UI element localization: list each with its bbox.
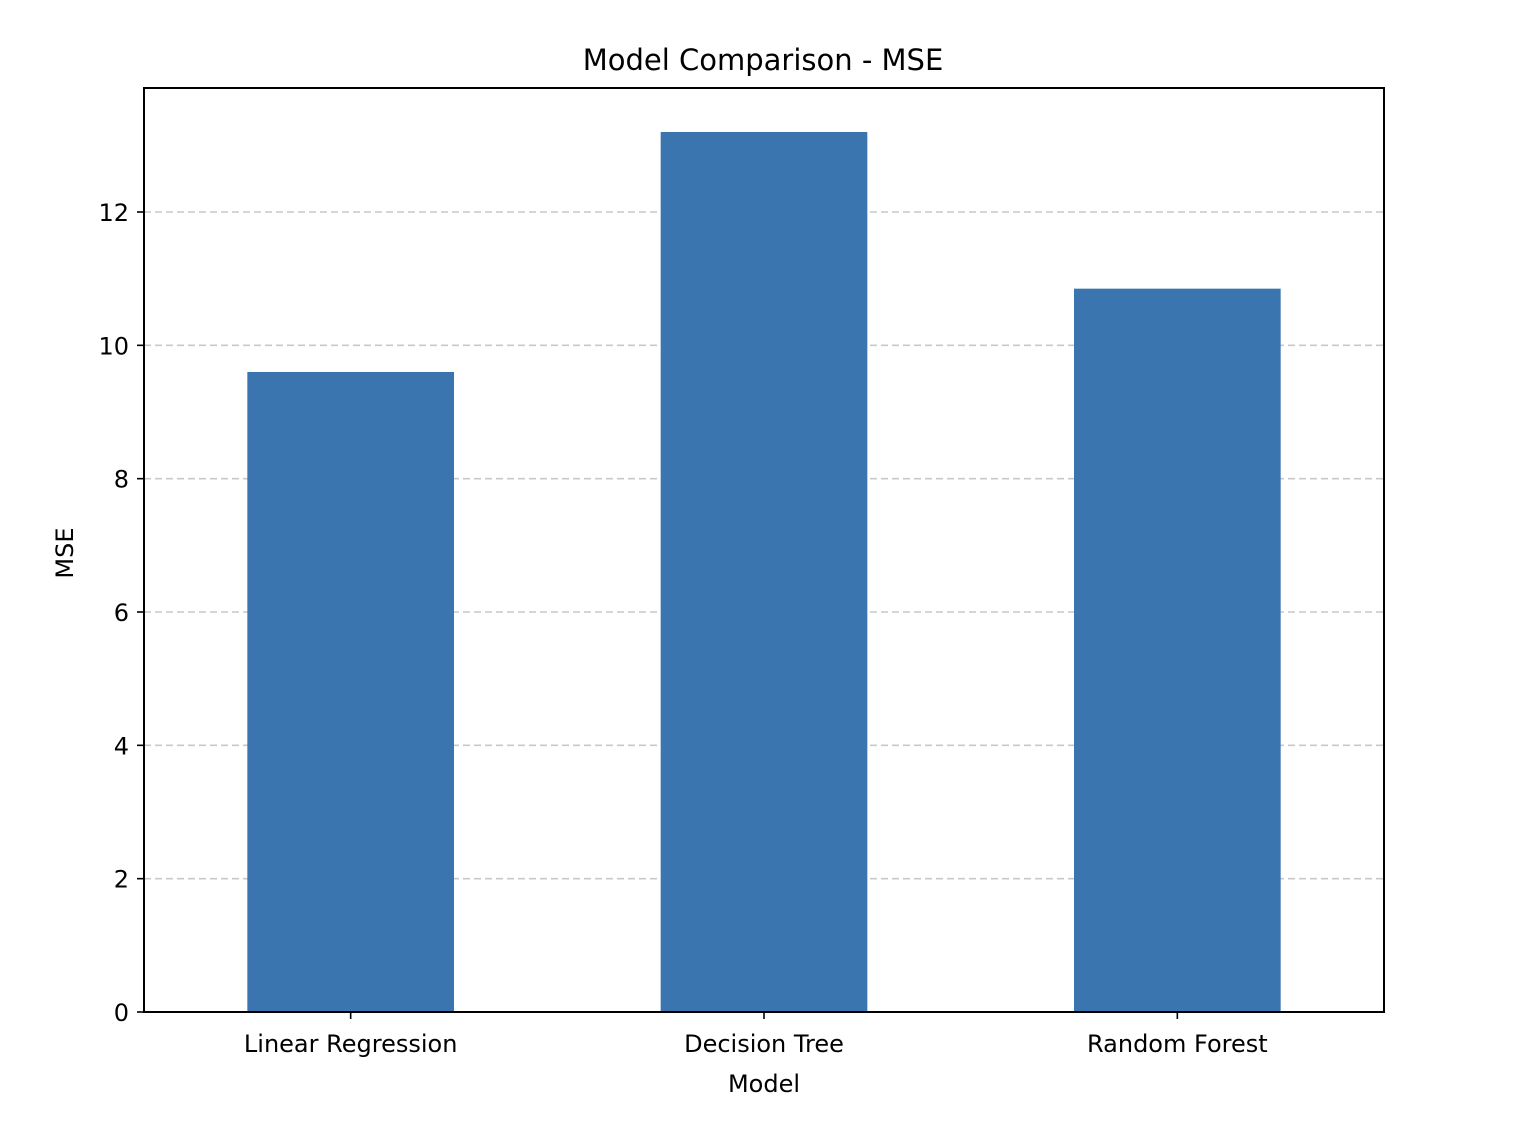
y-tick-label: 12 [98,199,129,227]
bar [1074,288,1281,1013]
bars [247,132,1281,1013]
x-tick-label: Random Forest [1087,1030,1268,1058]
x-axis: Linear Regression Decision Tree Random For… [244,1012,1268,1058]
chart-title: Model Comparison - MSE [583,43,944,77]
y-tick-label: 10 [98,332,129,360]
bar [660,132,868,1012]
x-tick-label: Decision Tree [684,1030,844,1058]
y-tick-label: 2 [114,866,129,894]
x-axis-title: Model [728,1070,800,1098]
plot-frame [143,87,1385,1013]
bar [247,372,454,1012]
y-axis: 0 2 4 6 8 10 12 [98,199,144,1027]
y-tick-label: 8 [114,466,129,494]
y-axis-title: MSE [51,527,79,578]
x-tick-label: Linear Regression [244,1030,458,1058]
y-tick-label: 0 [114,999,129,1027]
y-tick-label: 4 [114,732,129,760]
y-tick-label: 6 [114,599,129,627]
